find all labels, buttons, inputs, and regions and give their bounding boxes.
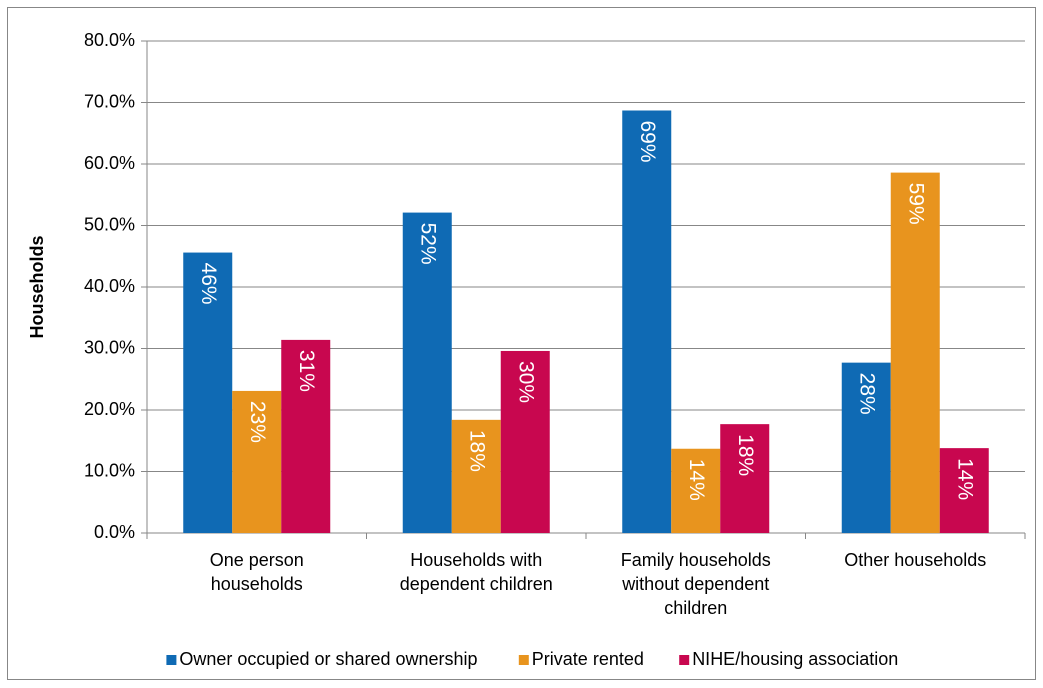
bar bbox=[622, 110, 672, 534]
value-label: 69% bbox=[636, 120, 659, 162]
value-label: 14% bbox=[954, 458, 977, 500]
bar bbox=[890, 172, 940, 534]
bar bbox=[402, 212, 452, 533]
y-tick-label: 0.0% bbox=[94, 522, 135, 542]
value-label: 18% bbox=[734, 434, 757, 476]
bar bbox=[183, 252, 233, 533]
bar bbox=[671, 448, 721, 533]
value-label: 23% bbox=[246, 401, 269, 443]
y-tick-label: 70.0% bbox=[84, 91, 135, 111]
y-tick-label: 50.0% bbox=[84, 214, 135, 234]
bar bbox=[500, 350, 550, 533]
x-tick-label-line: One person bbox=[210, 550, 304, 570]
legend-label: NIHE/housing association bbox=[692, 649, 898, 669]
y-tick-label: 10.0% bbox=[84, 460, 135, 480]
bar bbox=[232, 390, 282, 533]
x-tick-label-line: Family households bbox=[621, 550, 771, 570]
y-tick-label: 60.0% bbox=[84, 153, 135, 173]
value-label: 52% bbox=[417, 223, 440, 265]
bar bbox=[841, 362, 891, 533]
bar bbox=[451, 419, 501, 533]
x-tick-label-line: children bbox=[664, 598, 727, 618]
y-tick-label: 40.0% bbox=[84, 276, 135, 296]
x-tick-label: One person households bbox=[210, 550, 304, 594]
y-axis-label: Households bbox=[27, 235, 47, 338]
value-label: 30% bbox=[515, 361, 538, 403]
x-tick-label-line: Households with bbox=[410, 550, 542, 570]
legend-label: Owner occupied or shared ownership bbox=[179, 649, 477, 669]
legend-swatch bbox=[518, 655, 529, 665]
x-tick-label: Other households bbox=[844, 550, 986, 570]
value-label: 46% bbox=[197, 263, 220, 305]
x-tick-label-line: Other households bbox=[844, 550, 986, 570]
x-tick-label: Family households without dependent childr… bbox=[621, 550, 771, 618]
bar bbox=[720, 424, 770, 533]
legend-swatch bbox=[166, 655, 177, 665]
x-tick-label-line: without dependent bbox=[621, 574, 769, 594]
legend-label: Private rented bbox=[532, 649, 644, 669]
value-label: 31% bbox=[295, 350, 318, 392]
x-tick-label-line: dependent children bbox=[400, 574, 553, 594]
x-tick-label-line: households bbox=[211, 574, 303, 594]
y-tick-label: 20.0% bbox=[84, 399, 135, 419]
value-label: 14% bbox=[685, 459, 708, 501]
y-tick-label: 80.0% bbox=[84, 30, 135, 50]
chart-border bbox=[7, 7, 1036, 680]
value-label: 59% bbox=[905, 183, 928, 225]
x-tick-label: Households with dependent children bbox=[400, 550, 553, 594]
value-label: 18% bbox=[466, 430, 489, 472]
value-label: 28% bbox=[856, 373, 879, 415]
legend-swatch bbox=[679, 655, 690, 665]
bar bbox=[281, 339, 331, 533]
bar bbox=[939, 448, 989, 533]
y-tick-label: 30.0% bbox=[84, 337, 135, 357]
